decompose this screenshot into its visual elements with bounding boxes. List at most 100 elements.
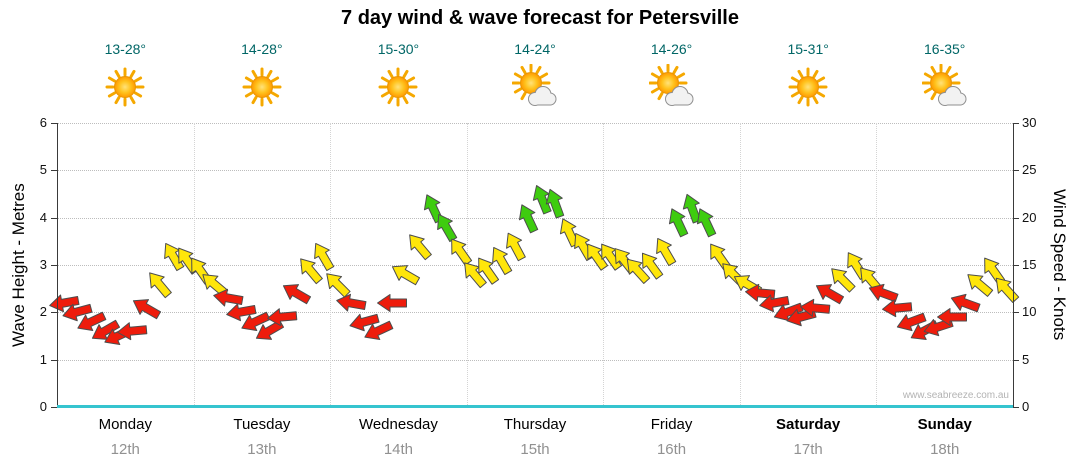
day-temperature: 14-24° — [514, 41, 556, 57]
day-date: 15th — [520, 441, 550, 458]
right-axis-label: Wind Speed - Knots — [1050, 189, 1069, 341]
gridline-horizontal — [57, 312, 1013, 314]
left-axis-tick — [51, 265, 57, 266]
wind-arrow — [818, 255, 866, 303]
left-tick-label: 4 — [39, 209, 47, 225]
wind-arrow — [264, 299, 301, 336]
wind-arrow — [208, 278, 247, 317]
left-axis-tick — [51, 359, 57, 361]
wind-arrow — [478, 237, 524, 283]
sun-cloud-icon — [921, 63, 968, 110]
wind-arrow — [464, 246, 511, 293]
wind-arrow — [534, 182, 578, 226]
wind-arrow — [450, 251, 498, 299]
wind-arrow — [642, 228, 688, 274]
day-temperature: 13-28° — [104, 41, 146, 57]
wind-arrow — [273, 270, 319, 316]
day-date: 13th — [247, 441, 277, 458]
wind-arrow — [382, 251, 428, 297]
day-date: 14th — [383, 441, 414, 458]
wind-arrow — [331, 283, 370, 322]
day-name: Wednesday — [358, 416, 438, 433]
wind-arrow — [436, 227, 483, 274]
wind-arrow — [889, 300, 933, 344]
gridline-horizontal — [57, 359, 1013, 361]
right-axis-tick — [1013, 123, 1019, 124]
wind-arrow — [861, 272, 905, 316]
gridline-horizontal — [57, 217, 1013, 219]
gridline-horizontal — [57, 123, 1013, 124]
day-name: Tuesday — [233, 416, 291, 433]
gridline-horizontal — [57, 265, 1013, 266]
wind-arrow — [683, 200, 728, 245]
wind-arrow — [395, 222, 443, 270]
left-axis-tick — [51, 217, 57, 219]
wind-arrow — [232, 299, 277, 344]
wind-arrow — [300, 232, 346, 278]
right-axis-tick — [1013, 217, 1019, 219]
bottom-axis — [57, 405, 1013, 408]
left-axis-tick — [51, 170, 57, 172]
right-tick-label: 25 — [1022, 162, 1037, 178]
day-temperature: 15-31° — [787, 41, 829, 57]
wind-arrow — [135, 260, 183, 308]
wind-arrow — [492, 223, 538, 269]
wind-arrow — [57, 292, 99, 334]
wind-arrow — [656, 200, 701, 245]
left-tick-label: 1 — [39, 351, 47, 367]
wind-arrow — [670, 186, 714, 230]
gridline-vertical — [739, 123, 741, 407]
day-date: 16th — [656, 441, 687, 458]
wind-arrow — [286, 246, 334, 294]
right-axis-tick — [1013, 265, 1019, 266]
left-tick-label: 3 — [39, 257, 47, 272]
day-temperature: 15-30° — [377, 41, 420, 57]
sun-cloud-icon — [648, 63, 695, 110]
wind-arrow — [343, 301, 385, 343]
wind-arrow — [44, 283, 83, 322]
right-axis-tick — [1013, 312, 1019, 314]
right-tick-label: 30 — [1022, 115, 1037, 130]
day-date: 17th — [793, 441, 823, 458]
right-axis-tick — [1013, 359, 1019, 361]
day-date: 12th — [110, 441, 140, 458]
sun-icon — [785, 64, 831, 110]
left-tick-label: 5 — [39, 162, 47, 178]
day-name: Friday — [650, 416, 693, 433]
day-temperature: 14-26° — [650, 41, 693, 57]
right-axis-tick — [1013, 407, 1019, 408]
right-tick-label: 15 — [1022, 257, 1037, 272]
wind-arrow — [506, 195, 551, 240]
sun-cloud-icon — [511, 63, 558, 110]
wind-arrow — [222, 293, 261, 332]
day-date: 18th — [930, 441, 960, 458]
left-tick-label: 2 — [39, 304, 47, 320]
wind-arrow — [878, 289, 915, 326]
left-axis-tick — [51, 312, 57, 314]
day-temperature: 14-28° — [241, 41, 283, 57]
sun-icon — [375, 64, 421, 110]
wind-arrow — [805, 270, 851, 316]
plot-area: www.seabreeze.com.au — [49, 123, 1020, 407]
wind-arrow — [355, 309, 400, 354]
right-tick-label: 20 — [1022, 209, 1037, 225]
wind-arrow — [935, 300, 969, 334]
gridline-vertical — [876, 123, 878, 407]
wind-arrow — [797, 289, 834, 326]
wind-arrow — [114, 313, 151, 350]
day-name: Monday — [98, 416, 152, 433]
day-name: Saturday — [776, 416, 841, 433]
wind-arrow — [955, 260, 1003, 308]
wind-arrow — [313, 260, 361, 308]
wind-arrow — [69, 299, 114, 344]
wind-arrow — [520, 177, 564, 221]
right-tick-label: 10 — [1022, 304, 1037, 320]
sun-icon — [102, 64, 148, 110]
wind-arrow — [754, 283, 793, 322]
sun-icon — [239, 64, 285, 110]
wind-arrow — [613, 246, 661, 294]
page-title: 7 day wind & wave forecast for Petersvil… — [341, 7, 739, 29]
day-name: Thursday — [503, 416, 567, 433]
gridline-horizontal — [57, 170, 1013, 172]
